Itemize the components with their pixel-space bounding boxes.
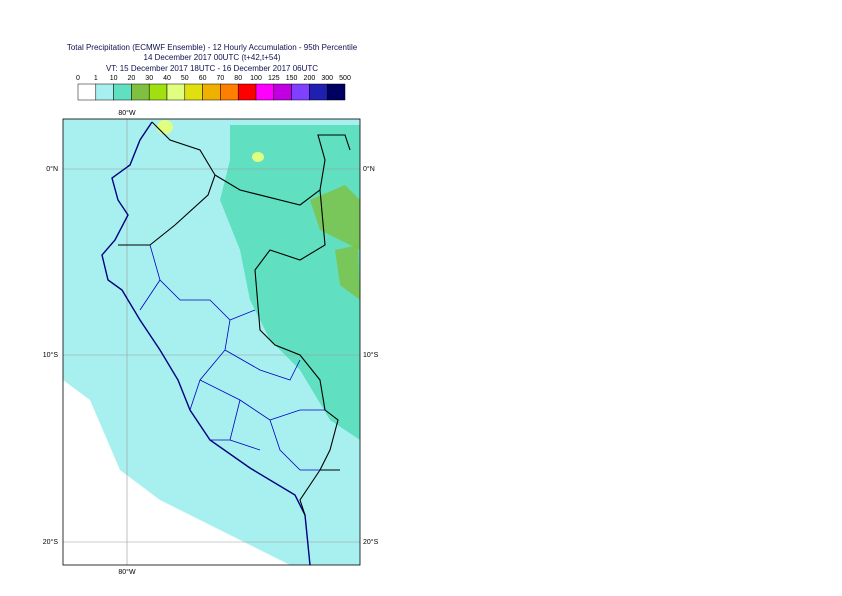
legend-swatch (273, 83, 292, 101)
legend-swatch (255, 83, 275, 101)
title-line: Total Precipitation (ECMWF Ensemble) - 1… (67, 43, 358, 52)
map (62, 118, 361, 566)
lon-label: 80°W (118, 568, 136, 576)
legend-swatch (220, 83, 239, 101)
lat-label: 20°S (43, 538, 59, 546)
legend-label: 50 (181, 75, 189, 82)
legend-swatch (113, 83, 132, 101)
title-line: VT: 15 December 2017 18UTC - 16 December… (106, 64, 318, 73)
wet-patch (310, 185, 360, 250)
legend-label: 0 (76, 75, 80, 82)
lat-label: 0°N (363, 165, 375, 173)
legend-swatch (77, 83, 97, 101)
legend-label: 30 (145, 75, 153, 82)
wet-patch (252, 152, 264, 162)
legend: 0 1 10 20 30 40 50 60 70 80 100 125 150 200 300 500 (76, 75, 351, 101)
legend-label: 150 (286, 75, 298, 82)
legend-label: 60 (199, 75, 207, 82)
legend-swatch (326, 83, 346, 101)
legend-label: 40 (163, 75, 171, 82)
legend-swatch (309, 83, 328, 101)
wet-patch (335, 245, 360, 300)
legend-label: 500 (339, 75, 351, 82)
legend-swatch (184, 83, 203, 101)
legend-swatch (202, 83, 221, 101)
legend-swatch (148, 83, 168, 101)
legend-swatch (131, 83, 150, 101)
legend-swatch (95, 83, 114, 101)
legend-label: 70 (217, 75, 225, 82)
lat-label: 0°N (46, 165, 58, 173)
legend-label: 1 (94, 75, 98, 82)
legend-label: 100 (250, 75, 262, 82)
legend-label: 10 (110, 75, 118, 82)
lat-label: 10°S (363, 351, 379, 359)
legend-swatch (237, 83, 257, 101)
wet-patch (157, 120, 173, 134)
lon-label: 80°W (118, 109, 136, 117)
title-line: 14 December 2017 00UTC (t+42,t+54) (144, 53, 281, 62)
legend-label: 125 (268, 75, 280, 82)
lat-label: 10°S (43, 351, 59, 359)
legend-label: 200 (304, 75, 316, 82)
legend-label: 300 (321, 75, 333, 82)
coastline (101, 121, 311, 566)
legend-label: 20 (128, 75, 136, 82)
dry-ocean (63, 380, 290, 565)
legend-swatch (291, 83, 310, 101)
legend-swatch (166, 83, 186, 101)
country-border (118, 121, 351, 516)
region-border (139, 244, 325, 471)
map-frame (62, 118, 361, 566)
legend-label: 80 (234, 75, 242, 82)
lat-label: 20°S (363, 538, 379, 546)
